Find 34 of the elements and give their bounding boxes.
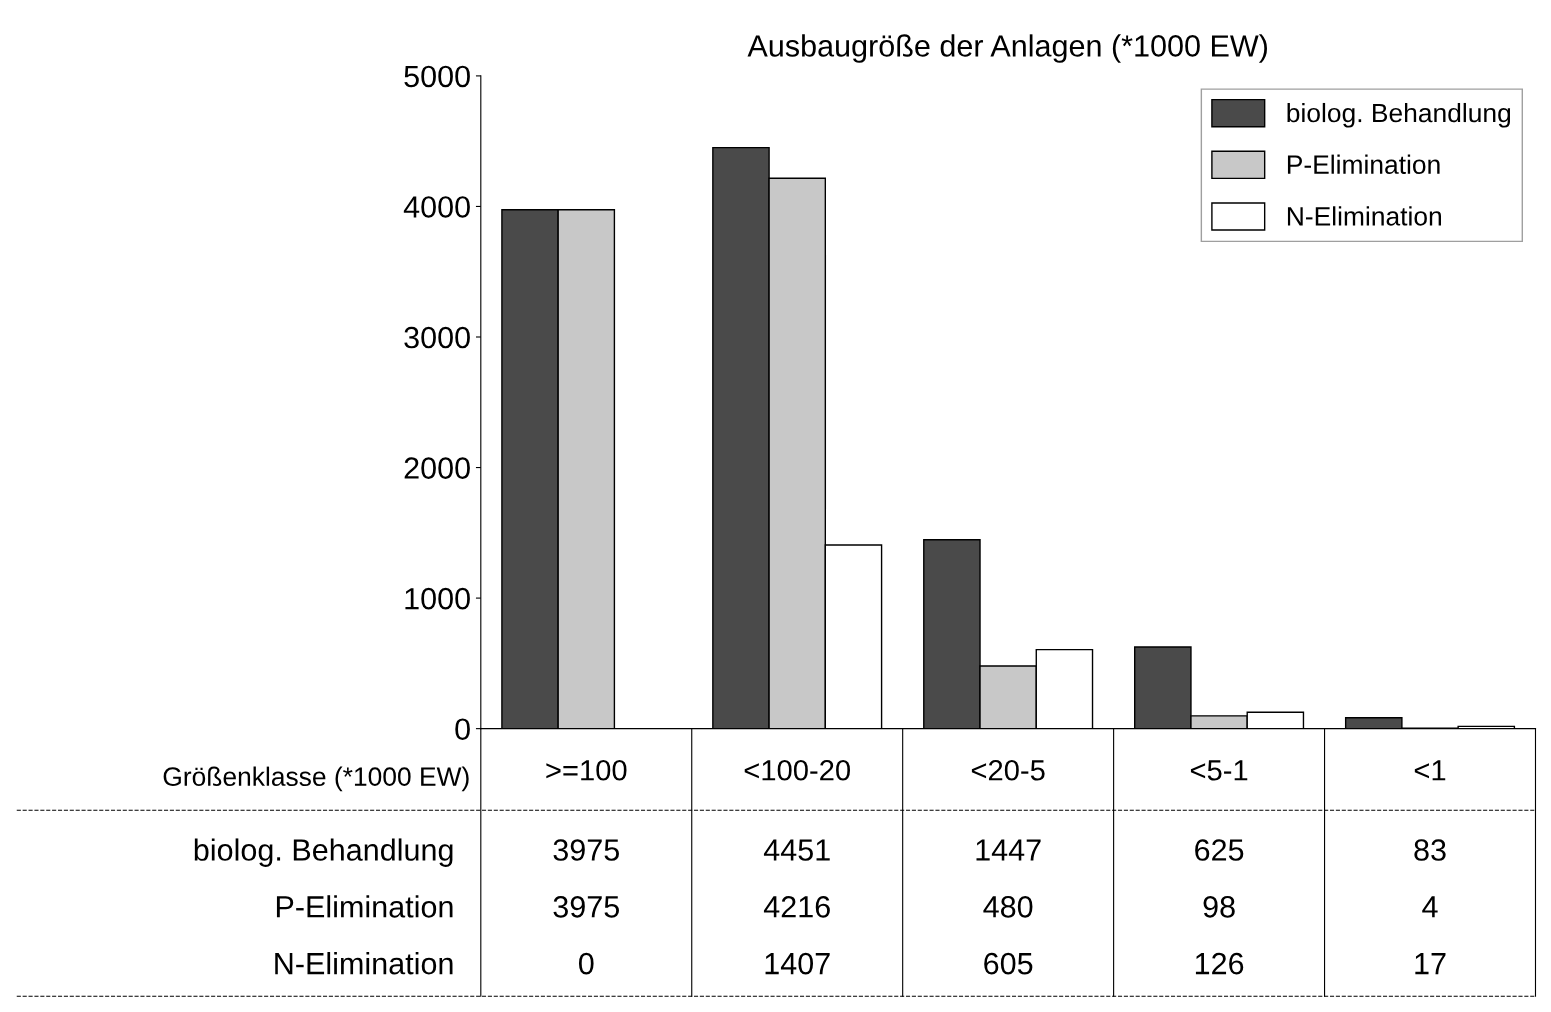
y-tick-label: 4000 bbox=[403, 196, 470, 218]
data-label: 83 bbox=[1414, 839, 1446, 861]
data-label: 98 bbox=[1203, 896, 1235, 918]
y-tick-label: 1000 bbox=[405, 587, 470, 610]
data-label: 480 bbox=[983, 896, 1033, 918]
data-label: 1407 bbox=[765, 952, 830, 975]
data-label: 0 bbox=[578, 952, 594, 975]
x-tick-label: <100-20 bbox=[744, 759, 850, 781]
data-label: 625 bbox=[1195, 839, 1244, 861]
x-tick-label: <20-5 bbox=[971, 759, 1045, 781]
legend-label: N-Elimination bbox=[1287, 206, 1441, 226]
text: biolog. Behandlung bbox=[194, 838, 453, 867]
chart-title: Ausbaugröße der Anlagen (*1000 EW) bbox=[747, 34, 1267, 63]
text: N-Elimination bbox=[275, 952, 453, 975]
y-tick-label: 5000 bbox=[404, 65, 470, 88]
x-tick-label: <1 bbox=[1414, 760, 1446, 781]
data-label: 126 bbox=[1195, 952, 1244, 975]
data-label: 17 bbox=[1415, 953, 1446, 975]
data-label: 4451 bbox=[763, 839, 830, 861]
x-tick-label: >=100 bbox=[546, 759, 627, 781]
text: P-Elimination bbox=[276, 895, 453, 918]
y-tick-label: 0 bbox=[455, 718, 470, 741]
data-label: 4216 bbox=[763, 896, 830, 918]
y-tick-label: 3000 bbox=[404, 326, 470, 349]
legend-label: biolog. Behandlung bbox=[1287, 102, 1511, 128]
x-tick-label: <5-1 bbox=[1190, 760, 1248, 781]
data-label: 3975 bbox=[553, 839, 619, 861]
legend-label: P-Elimination bbox=[1287, 154, 1440, 174]
data-label: 605 bbox=[984, 952, 1033, 975]
data-label: 4 bbox=[1422, 896, 1438, 918]
x-axis-title: Größenklasse (*1000 EW) bbox=[163, 766, 469, 792]
data-label: 1447 bbox=[976, 839, 1041, 861]
y-tick-label: 2000 bbox=[404, 457, 470, 479]
data-label: 3975 bbox=[553, 896, 619, 918]
